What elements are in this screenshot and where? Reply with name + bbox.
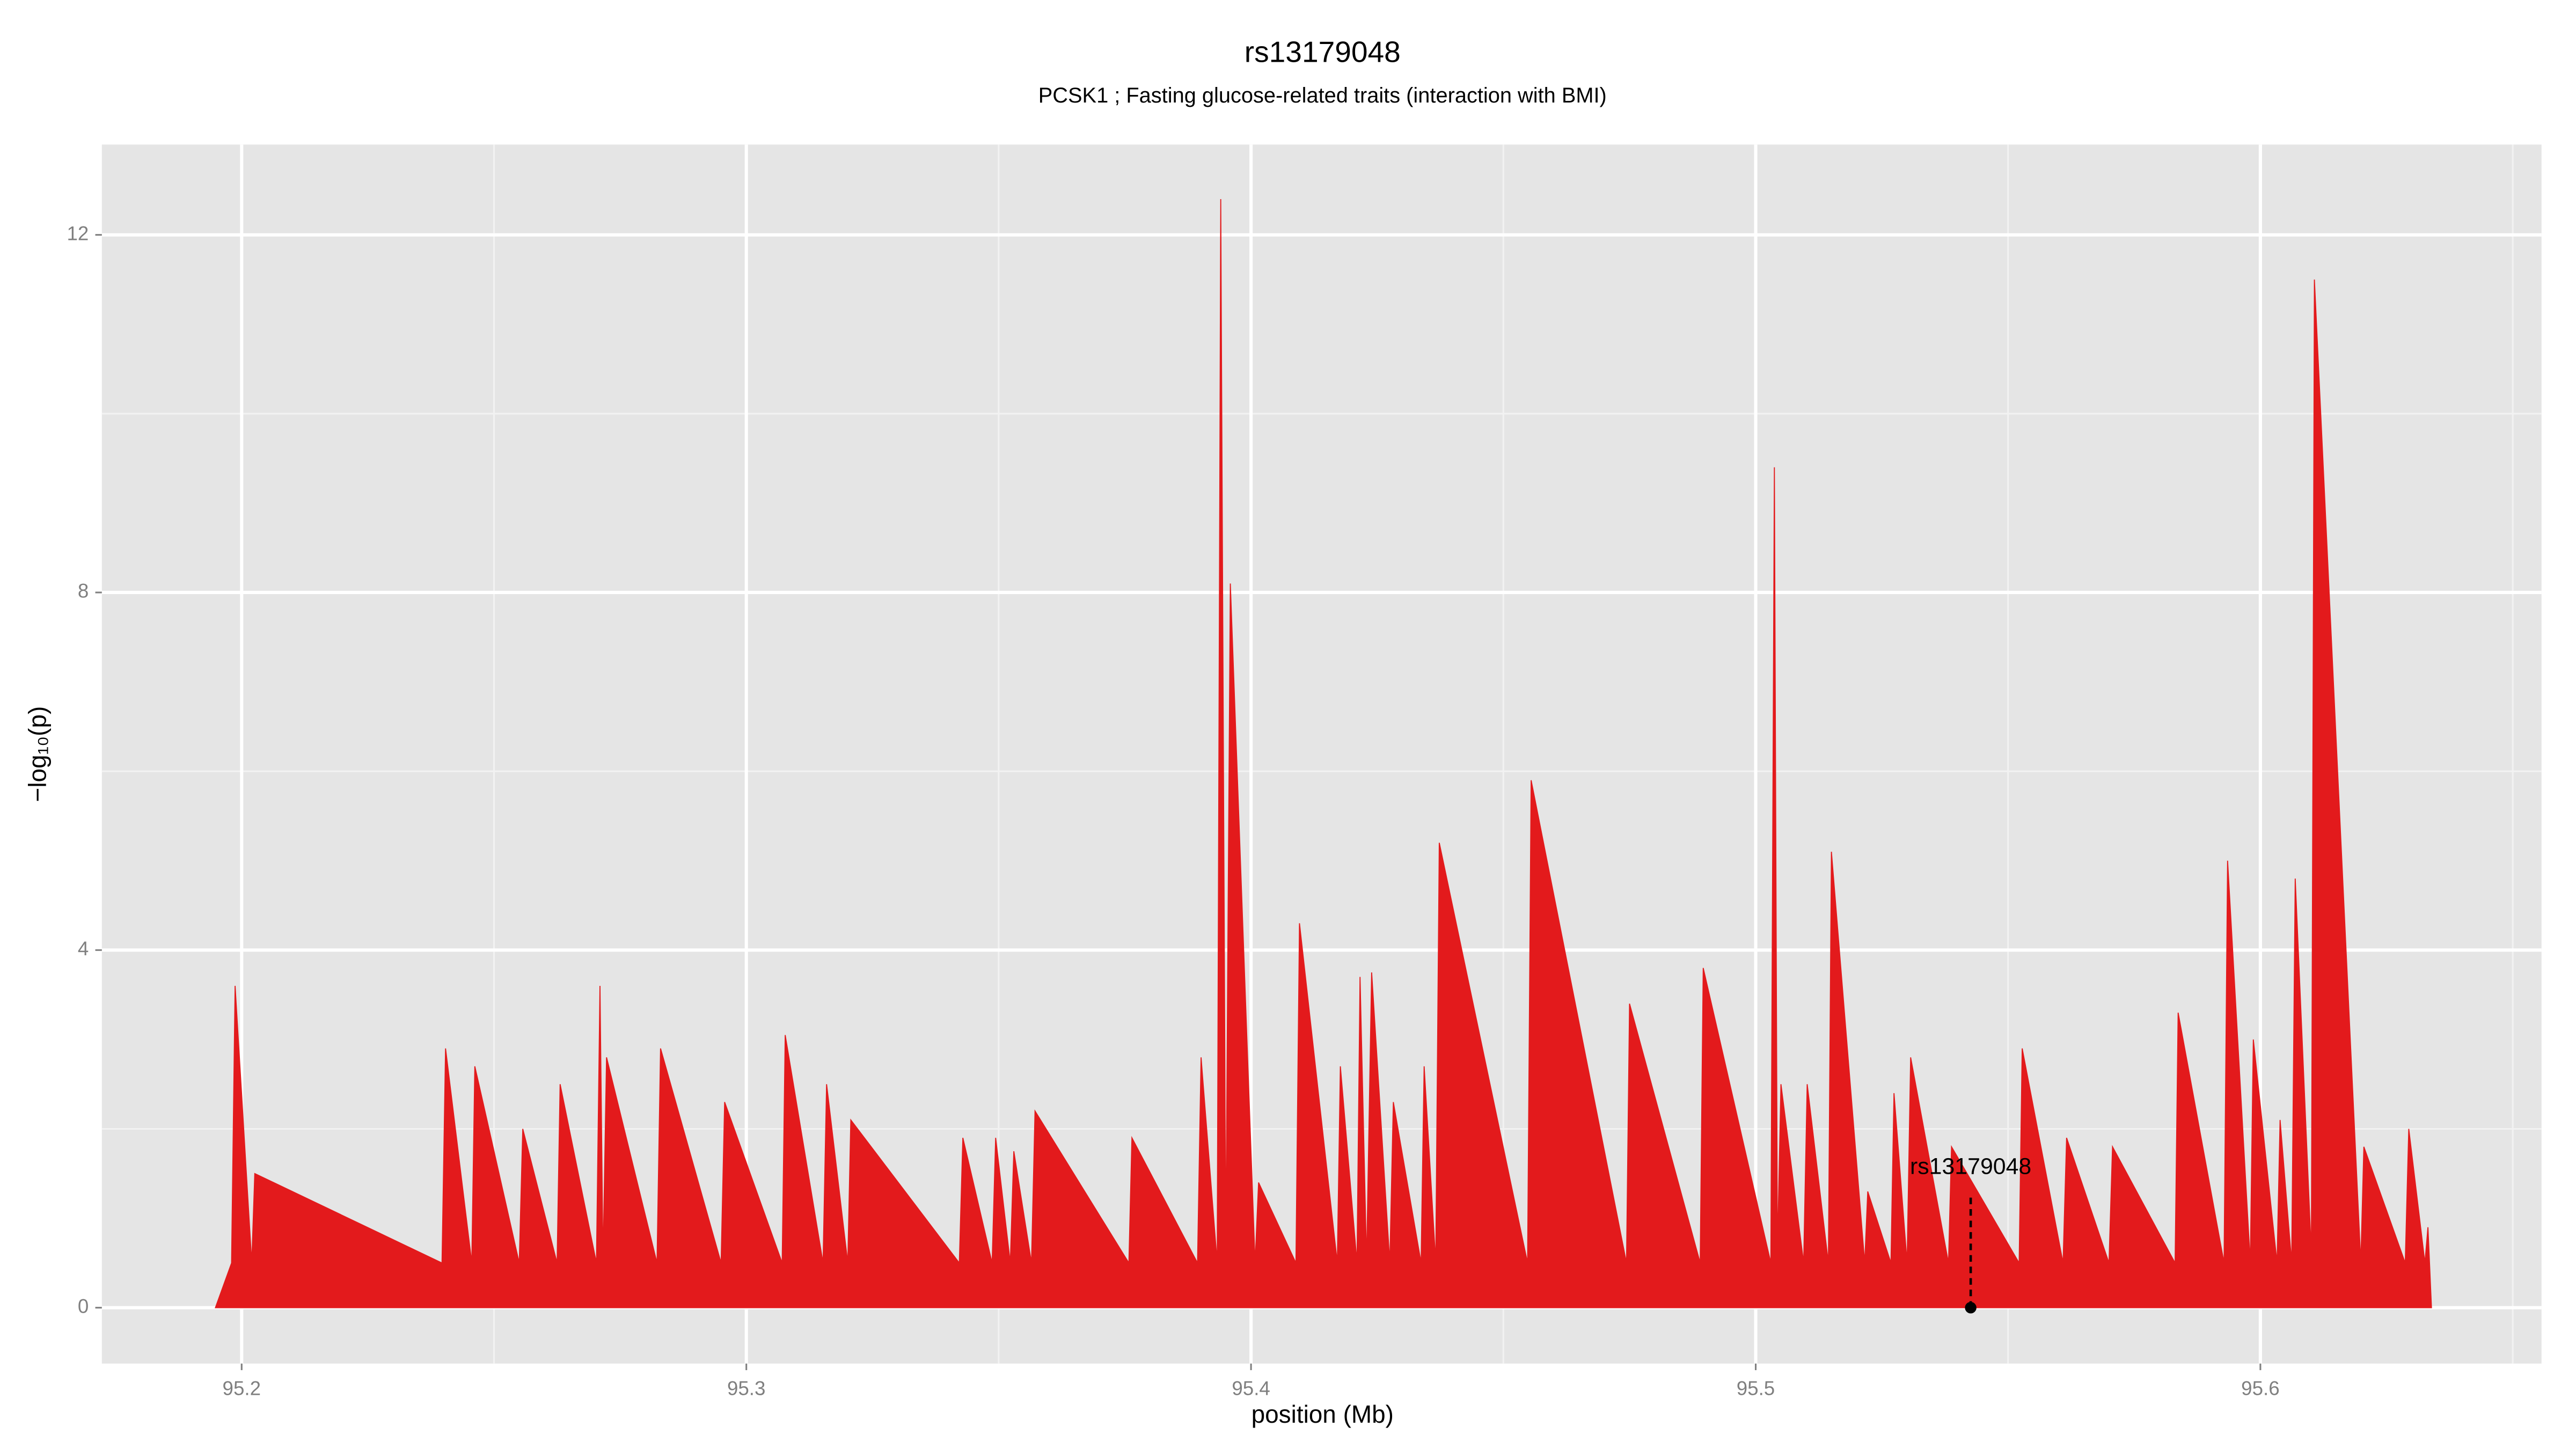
area xyxy=(215,199,2432,1308)
y-tick-label: 4 xyxy=(78,938,89,960)
annotation-point xyxy=(1965,1301,1977,1314)
annotation-label: rs13179048 xyxy=(1910,1154,2031,1180)
y-tick-label: 0 xyxy=(78,1295,89,1317)
x-tick-label: 95.5 xyxy=(1737,1377,1775,1399)
chart-title: rs13179048 xyxy=(1245,35,1401,69)
marks: rs13179048 xyxy=(215,199,2432,1314)
y-axis-label: −log₁₀(p) xyxy=(24,706,52,802)
x-tick-label: 95.4 xyxy=(1232,1377,1270,1399)
x-tick-label: 95.6 xyxy=(2241,1377,2279,1399)
y-tick-label: 12 xyxy=(67,222,89,244)
x-tick-label: 95.3 xyxy=(727,1377,765,1399)
x-tick-label: 95.2 xyxy=(223,1377,261,1399)
x-axis-label: position (Mb) xyxy=(1252,1400,1394,1428)
chart-subtitle: PCSK1 ; Fasting glucose-related traits (… xyxy=(1038,84,1607,107)
y-tick-label: 8 xyxy=(78,580,89,602)
axes: 95.2 95.3 95.4 95.5 95.6 0 4 8 12 xyxy=(67,222,2279,1399)
